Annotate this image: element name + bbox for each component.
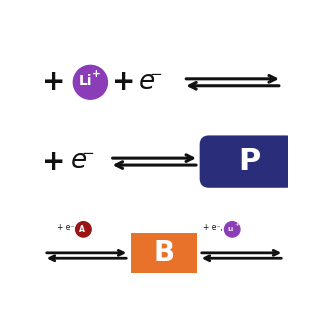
Text: ⁻: ⁻ bbox=[87, 222, 90, 227]
Text: +: + bbox=[42, 148, 66, 176]
Text: +: + bbox=[112, 68, 135, 96]
Text: Li: Li bbox=[228, 227, 234, 232]
Circle shape bbox=[224, 222, 240, 237]
Text: −: − bbox=[150, 67, 163, 82]
Text: A: A bbox=[79, 225, 85, 234]
Text: −: − bbox=[82, 146, 94, 161]
Text: P: P bbox=[238, 147, 260, 176]
Text: B: B bbox=[153, 239, 175, 267]
Text: + e⁻, +: + e⁻, + bbox=[203, 223, 231, 232]
Text: +: + bbox=[235, 222, 239, 227]
Text: +: + bbox=[42, 68, 66, 96]
Circle shape bbox=[76, 222, 91, 237]
Text: +: + bbox=[92, 69, 101, 79]
FancyBboxPatch shape bbox=[200, 135, 296, 188]
Text: e: e bbox=[71, 148, 87, 174]
Text: Li: Li bbox=[79, 74, 92, 88]
Text: e: e bbox=[139, 68, 155, 94]
Circle shape bbox=[73, 65, 108, 99]
FancyBboxPatch shape bbox=[131, 233, 197, 273]
Text: + e⁻, −: + e⁻, − bbox=[57, 223, 85, 232]
